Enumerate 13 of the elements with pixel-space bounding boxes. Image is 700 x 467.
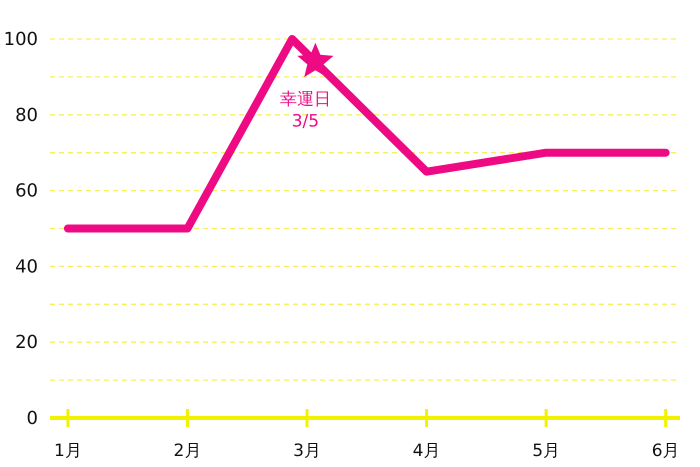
y-tick-label: 100 bbox=[4, 29, 38, 50]
y-tick-label: 20 bbox=[15, 332, 38, 354]
y-tick-label: 40 bbox=[15, 256, 38, 278]
y-tick-label: 80 bbox=[15, 104, 38, 126]
x-tick-label: 2月 bbox=[174, 441, 202, 461]
x-tick-label: 3月 bbox=[293, 441, 321, 461]
x-tick-label: 6月 bbox=[652, 441, 680, 461]
x-tick-label: 4月 bbox=[412, 441, 440, 461]
y-tick-label: 60 bbox=[15, 180, 38, 202]
x-tick-label: 1月 bbox=[54, 441, 82, 461]
x-tick-label: 5月 bbox=[532, 441, 560, 461]
annotation: 幸運日 3/5 bbox=[280, 90, 331, 132]
y-tick-label: 0 bbox=[26, 408, 38, 429]
